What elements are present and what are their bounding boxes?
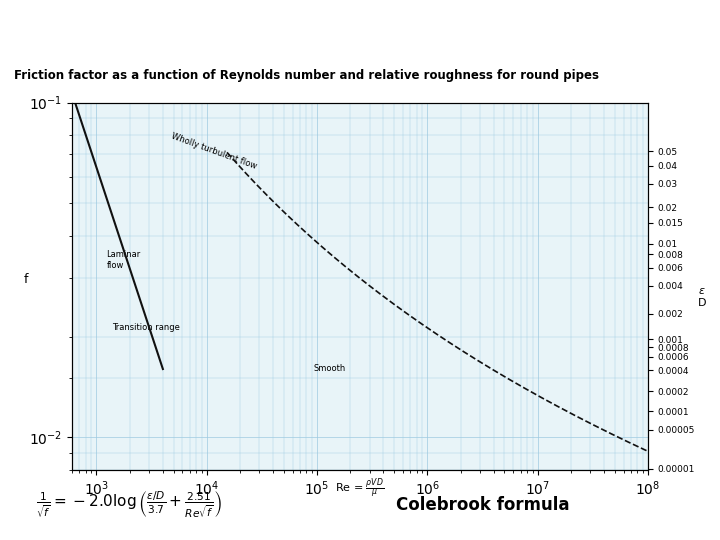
Text: Friction factor as a function of Reynolds number and relative roughness for roun: Friction factor as a function of Reynold… (14, 69, 599, 82)
Text: Smooth: Smooth (314, 363, 346, 373)
Text: Wholly turbulent flow: Wholly turbulent flow (170, 131, 258, 171)
Text: Re = $\frac{\rho VD}{\mu}$: Re = $\frac{\rho VD}{\mu}$ (336, 477, 384, 501)
Y-axis label: $\varepsilon$
D: $\varepsilon$ D (698, 286, 706, 308)
Text: Moody chart: Moody chart (265, 18, 455, 47)
Y-axis label: f: f (24, 273, 29, 286)
Text: Laminar
flow: Laminar flow (107, 251, 141, 270)
Text: $\frac{1}{\sqrt{f}} = -2.0\log\left(\frac{\varepsilon/D}{3.7}+\frac{2.51}{Re\sqr: $\frac{1}{\sqrt{f}} = -2.0\log\left(\fra… (37, 490, 222, 520)
Text: Colebrook formula: Colebrook formula (396, 496, 570, 514)
Text: Transition range: Transition range (112, 323, 180, 332)
